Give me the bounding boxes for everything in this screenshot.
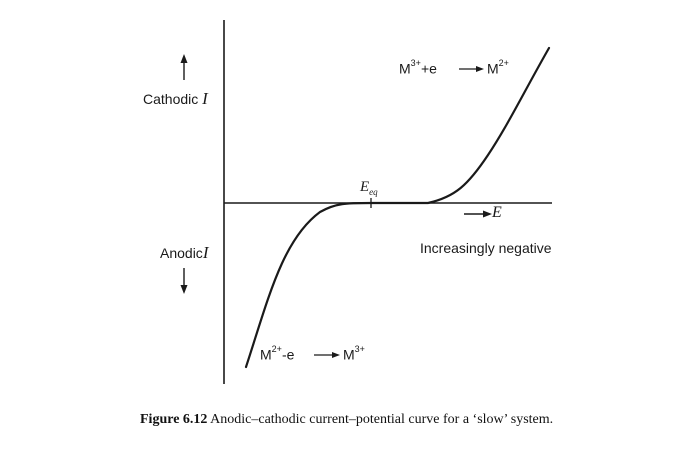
anodic-product-symbol: M — [343, 346, 355, 363]
anodic-reactant-charge: 2+ — [271, 344, 282, 354]
anodic-product-charge: 3+ — [354, 344, 365, 354]
eeq-symbol: E — [360, 179, 370, 195]
down-arrow-icon — [180, 268, 188, 294]
cathodic-product-charge: 2+ — [498, 58, 509, 68]
eeq-label: Eeq — [360, 180, 378, 197]
anodic-text: Anodic — [160, 245, 203, 261]
anodic-reaction-arrow-icon — [314, 352, 340, 358]
anodic-current-label: AnodicI — [160, 244, 208, 261]
cathodic-reaction: M3++e — [399, 58, 437, 77]
cathodic-current-label: Cathodic I — [143, 90, 208, 107]
figure-number: Figure 6.12 — [140, 412, 208, 427]
figure-caption: Figure 6.12 Anodic–cathodic current–pote… — [140, 412, 553, 428]
cathodic-reaction-arrow-icon — [459, 66, 484, 72]
anodic-electron: -e — [281, 346, 295, 363]
cathodic-product: M2+ — [487, 58, 509, 77]
anodic-current-symbol: I — [202, 243, 209, 262]
cathodic-text: Cathodic — [143, 91, 199, 107]
anodic-product: M3+ — [343, 344, 365, 363]
up-arrow-icon — [180, 54, 188, 80]
anodic-reactant: M — [260, 346, 272, 363]
e-axis-label: E — [492, 204, 502, 221]
anodic-reaction: M2+-e — [260, 344, 295, 363]
figure-caption-text: Anodic–cathodic current–potential curve … — [210, 412, 554, 427]
cathodic-reactant: M — [399, 60, 411, 77]
cathodic-electron: +e — [420, 60, 437, 77]
cathodic-product-symbol: M — [487, 60, 499, 77]
increasingly-negative-label: Increasingly negative — [420, 240, 552, 256]
cathodic-current-symbol: I — [202, 89, 208, 108]
cathodic-reactant-charge: 3+ — [410, 58, 421, 68]
eeq-subscript: eq — [369, 187, 378, 197]
current-potential-curve — [244, 46, 551, 369]
right-arrow-icon — [464, 210, 492, 218]
